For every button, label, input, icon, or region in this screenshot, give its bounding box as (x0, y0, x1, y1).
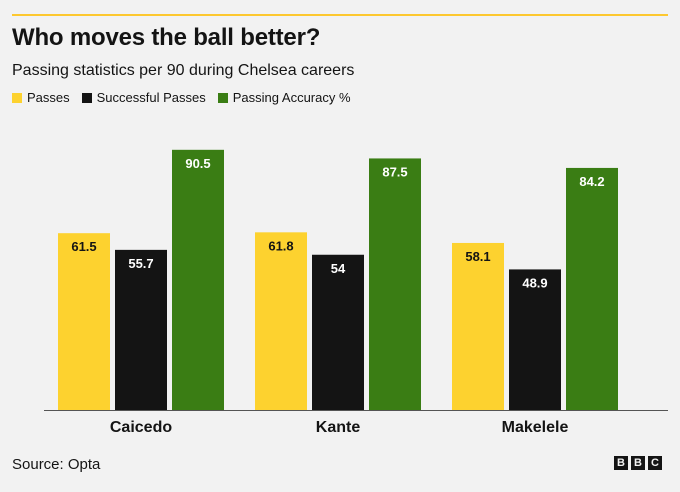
bar-chart: 61.5 55.7 90.5 Caicedo 61.8 54 87.5 Kante 58.1 48… (44, 149, 668, 436)
legend-swatch-passes (12, 92, 22, 103)
data-label: 61.8 (268, 238, 293, 253)
data-label: 58.1 (465, 249, 490, 264)
legend-label-successful-passes: Successful Passes (96, 90, 206, 105)
legend-item-passes: Passes (12, 90, 70, 105)
data-label: 84.2 (579, 174, 604, 189)
data-label: 48.9 (522, 275, 547, 290)
bar-kante-successful-passes (312, 254, 364, 410)
bar-makelele-passes (452, 242, 504, 410)
x-tick-label: Caicedo (110, 419, 172, 436)
data-label: 54 (331, 261, 346, 276)
top-accent-rule (12, 14, 668, 16)
bbc-logo-b1: B (614, 456, 628, 470)
bar-kante-passes (255, 232, 307, 410)
legend-label-passes: Passes (27, 90, 70, 105)
legend-swatch-successful-passes (81, 92, 92, 103)
legend-swatch-passing-accuracy (217, 92, 228, 103)
data-label: 90.5 (185, 156, 210, 171)
bbc-logo: B B C (614, 456, 662, 470)
legend-label-passing-accuracy: Passing Accuracy % (232, 90, 351, 105)
data-label: 61.5 (71, 239, 96, 254)
bar-makelele-successful-passes (509, 269, 561, 410)
bar-caicedo-passes (58, 233, 110, 410)
chart-subtitle: Passing statistics per 90 during Chelsea… (12, 62, 355, 79)
bbc-logo-c: C (648, 456, 662, 470)
x-tick-label: Kante (316, 419, 361, 436)
source-note: Source: Opta (12, 456, 101, 473)
bar-caicedo-successful-passes (115, 249, 167, 410)
bbc-logo-b2: B (631, 456, 645, 470)
legend-item-passing-accuracy: Passing Accuracy % (217, 90, 351, 105)
chart-title: Who moves the ball better? (12, 24, 321, 51)
legend-item-successful-passes: Successful Passes (81, 90, 206, 105)
bar-kante-passing-accuracy (369, 158, 421, 410)
x-tick-label: Makelele (502, 419, 569, 436)
bar-caicedo-passing-accuracy (172, 149, 224, 410)
bar-makelele-passing-accuracy (566, 167, 618, 410)
data-label: 55.7 (128, 256, 153, 271)
data-label: 87.5 (382, 164, 407, 179)
legend: Passes Successful Passes Passing Accurac… (12, 90, 351, 105)
